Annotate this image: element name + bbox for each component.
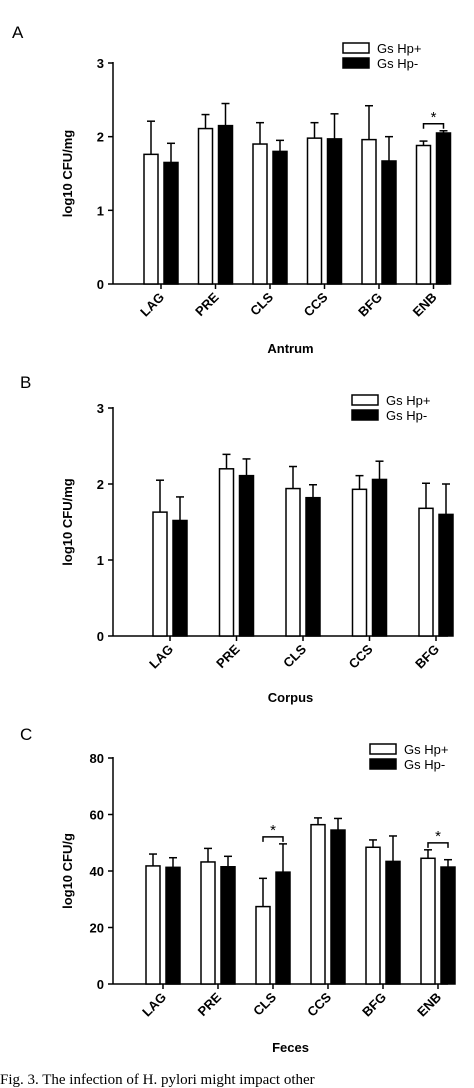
legend-swatch-gs-hp-minus bbox=[369, 758, 397, 770]
legend-swatch-gs-hp-plus bbox=[369, 743, 397, 755]
category-label-lag: LAG bbox=[146, 642, 176, 672]
category-label-bfg: BFG bbox=[355, 290, 385, 320]
bar-gs-hp-minus-lag bbox=[165, 866, 181, 985]
y-tick-label: 60 bbox=[90, 808, 104, 823]
legend-label: Gs Hp- bbox=[386, 408, 427, 423]
significance-star: * bbox=[431, 109, 437, 126]
category-label-bfg: BFG bbox=[412, 642, 442, 672]
legend-swatch-gs-hp-plus bbox=[342, 42, 370, 54]
legend-label: Gs Hp+ bbox=[404, 742, 448, 757]
category-label-pre: PRE bbox=[213, 641, 243, 671]
panel-letter: C bbox=[20, 725, 32, 744]
bar-gs-hp-plus-lag bbox=[143, 153, 159, 285]
y-tick-label: 0 bbox=[97, 977, 104, 992]
significance-bracket bbox=[262, 836, 284, 842]
panel-letter: B bbox=[20, 373, 31, 392]
bar-gs-hp-minus-lag bbox=[163, 161, 179, 285]
significance-star: * bbox=[435, 828, 441, 845]
y-tick-label: 3 bbox=[97, 56, 104, 71]
figure-caption: Fig. 3. The infection of H. pylori might… bbox=[0, 1072, 315, 1088]
category-label-cls: CLS bbox=[247, 289, 276, 318]
bar-gs-hp-minus-bfg bbox=[438, 513, 454, 637]
legend-label: Gs Hp+ bbox=[386, 393, 430, 408]
bar-gs-hp-minus-ccs bbox=[330, 829, 346, 985]
bar-gs-hp-minus-cls bbox=[275, 871, 291, 985]
category-label-enb: ENB bbox=[414, 990, 444, 1020]
y-tick-label: 80 bbox=[90, 751, 104, 766]
bar-gs-hp-minus-lag bbox=[172, 519, 188, 637]
bar-gs-hp-minus-pre bbox=[220, 866, 236, 985]
bar-gs-hp-plus-enb bbox=[420, 857, 436, 985]
category-label-lag: LAG bbox=[139, 990, 169, 1020]
category-label-cls: CLS bbox=[280, 641, 309, 670]
bar-gs-hp-plus-cls bbox=[285, 487, 301, 637]
bar-gs-hp-plus-ccs bbox=[351, 488, 368, 637]
y-tick-label: 2 bbox=[97, 130, 104, 145]
bar-gs-hp-plus-cls bbox=[255, 905, 271, 985]
bar-gs-hp-plus-pre bbox=[200, 861, 216, 985]
bar-gs-hp-plus-pre bbox=[197, 127, 214, 285]
bar-gs-hp-plus-enb bbox=[415, 144, 432, 285]
bar-gs-hp-plus-lag bbox=[152, 511, 168, 637]
y-tick-label: 20 bbox=[90, 921, 104, 936]
category-label-enb: ENB bbox=[410, 290, 440, 320]
bar-gs-hp-minus-cls bbox=[272, 150, 288, 285]
y-tick-label: 0 bbox=[97, 277, 104, 292]
bar-gs-hp-minus-pre bbox=[217, 124, 234, 285]
y-tick-label: 1 bbox=[97, 553, 104, 568]
panel-letter: A bbox=[12, 23, 24, 42]
category-label-ccs: CCS bbox=[301, 289, 331, 319]
panel-c-feces: C 0 20 40 60 80 log10 CFU/g Feces LAG PRE CLS CCS BF… bbox=[20, 725, 456, 1055]
y-tick-label: 1 bbox=[97, 203, 104, 218]
legend-label: Gs Hp- bbox=[377, 56, 418, 71]
category-label-pre: PRE bbox=[195, 989, 225, 1019]
bar-gs-hp-minus-pre bbox=[238, 474, 255, 637]
bar-gs-hp-plus-cls bbox=[252, 143, 268, 285]
significance-bracket bbox=[427, 842, 449, 848]
y-tick-label: 2 bbox=[97, 477, 104, 492]
bar-gs-hp-minus-ccs bbox=[371, 478, 388, 637]
category-label-ccs: CCS bbox=[304, 989, 334, 1019]
x-axis-title: Feces bbox=[272, 1040, 309, 1055]
category-label-lag: LAG bbox=[137, 290, 167, 320]
y-axis-title: log10 CFU/mg bbox=[60, 478, 75, 565]
legend-label: Gs Hp- bbox=[404, 757, 445, 772]
panel-a-antrum: A 0 1 2 3 log10 CFU/mg Antrum LAG PRE CLS CCS BFG EN… bbox=[12, 23, 452, 356]
legend-swatch-gs-hp-plus bbox=[351, 394, 379, 406]
bar-gs-hp-plus-pre bbox=[218, 468, 235, 637]
x-axis-title: Corpus bbox=[268, 690, 314, 705]
category-label-pre: PRE bbox=[192, 289, 222, 319]
x-axis-title: Antrum bbox=[267, 341, 313, 356]
legend-swatch-gs-hp-minus bbox=[351, 409, 379, 421]
category-label-ccs: CCS bbox=[346, 641, 376, 671]
y-tick-label: 0 bbox=[97, 629, 104, 644]
bar-gs-hp-plus-bfg bbox=[361, 138, 377, 285]
bar-gs-hp-minus-enb bbox=[440, 866, 456, 985]
bar-gs-hp-minus-cls bbox=[305, 496, 321, 637]
legend-label: Gs Hp+ bbox=[377, 41, 421, 56]
bar-gs-hp-plus-ccs bbox=[310, 823, 326, 985]
y-tick-label: 40 bbox=[90, 864, 104, 879]
bar-gs-hp-minus-ccs bbox=[326, 138, 343, 285]
bar-gs-hp-plus-ccs bbox=[306, 137, 323, 285]
y-tick-label: 3 bbox=[97, 401, 104, 416]
y-axis-title: log10 CFU/g bbox=[60, 833, 75, 909]
bar-gs-hp-plus-lag bbox=[145, 865, 161, 985]
legend-swatch-gs-hp-minus bbox=[342, 57, 370, 69]
bar-gs-hp-minus-bfg bbox=[385, 860, 401, 985]
significance-star: * bbox=[270, 822, 276, 839]
bar-gs-hp-plus-bfg bbox=[365, 846, 381, 985]
panel-b-corpus: B 0 1 2 3 log10 CFU/mg Corpus LAG PRE CLS CCS BFG Gs… bbox=[20, 373, 454, 705]
category-label-bfg: BFG bbox=[359, 990, 389, 1020]
category-label-cls: CLS bbox=[250, 989, 279, 1018]
y-axis-title: log10 CFU/mg bbox=[60, 130, 75, 217]
bar-gs-hp-minus-enb bbox=[435, 132, 452, 285]
bar-gs-hp-plus-bfg bbox=[418, 507, 434, 637]
significance-bracket bbox=[422, 123, 445, 129]
bar-gs-hp-minus-bfg bbox=[381, 160, 397, 285]
